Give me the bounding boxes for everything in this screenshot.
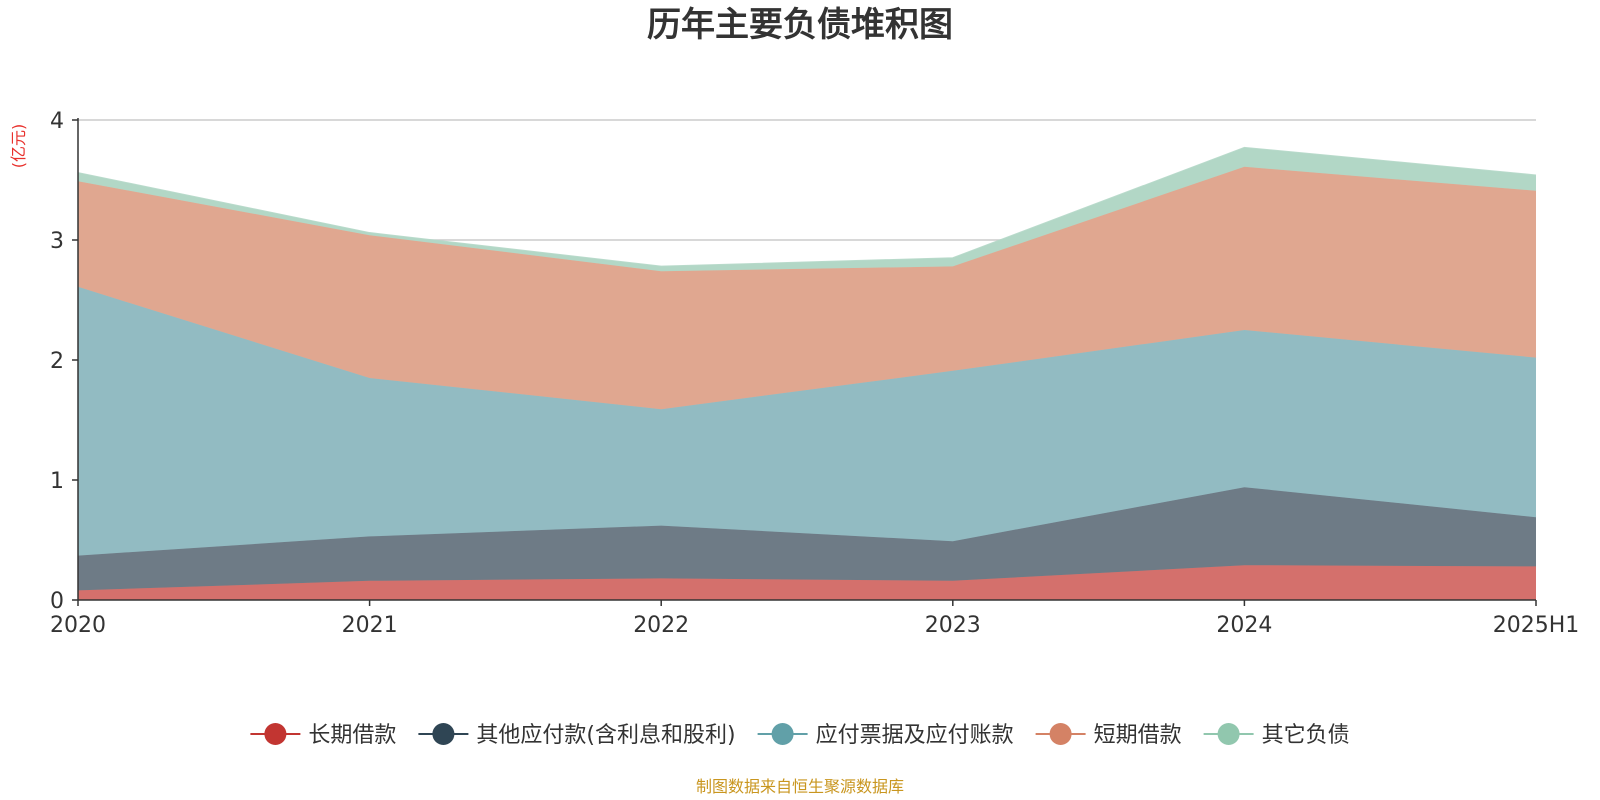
y-tick-label: 1 (50, 469, 64, 494)
y-tick-label: 4 (50, 109, 64, 134)
legend-label: 其它负债 (1262, 723, 1350, 748)
legend-marker (1217, 723, 1240, 745)
x-tick-label: 2022 (633, 613, 689, 638)
axes: 0 1 2 3 4 2020 2021 2022 2023 2024 2025H1 (50, 109, 1579, 638)
legend-item-3: 应付票据及应付账款 (757, 723, 1014, 748)
x-tick-label: 2025H1 (1493, 613, 1580, 638)
legend-item-1: 长期借款 (250, 723, 396, 748)
data-source-note: 制图数据来自恒生聚源数据库 (696, 777, 904, 796)
y-tick-label: 0 (50, 589, 64, 614)
area-series-edge-5 (77, 146, 1537, 268)
legend-label: 长期借款 (308, 723, 396, 748)
y-axis-unit-label: (亿元) (9, 124, 28, 169)
legend: 长期借款 其他应付款(含利息和股利) 应付票据及应付账款 短期借款 其它负债 (250, 723, 1350, 748)
chart-title: 历年主要负债堆积图 (647, 5, 953, 45)
area-series-group (77, 146, 1537, 600)
legend-marker (432, 723, 455, 745)
legend-item-5: 其它负债 (1203, 723, 1350, 748)
legend-item-2: 其他应付款(含利息和股利) (418, 723, 736, 748)
x-tick-label: 2023 (925, 613, 981, 638)
area-series-5 (78, 147, 1536, 272)
y-tick-label: 3 (50, 229, 64, 254)
area-series-3 (78, 286, 1536, 556)
x-tick-label: 2024 (1216, 613, 1272, 638)
area-series-2 (78, 487, 1536, 591)
legend-label: 应付票据及应付账款 (816, 723, 1014, 748)
legend-marker (264, 723, 287, 745)
legend-label: 短期借款 (1094, 723, 1182, 748)
area-series-4 (78, 166, 1536, 410)
legend-item-4: 短期借款 (1035, 723, 1182, 748)
legend-marker (771, 723, 794, 745)
x-tick-label: 2020 (50, 613, 106, 638)
legend-marker (1049, 723, 1072, 745)
y-tick-label: 2 (50, 349, 64, 374)
x-tick-label: 2021 (342, 613, 398, 638)
legend-label: 其他应付款(含利息和股利) (476, 723, 735, 748)
area-series-1 (78, 565, 1536, 600)
